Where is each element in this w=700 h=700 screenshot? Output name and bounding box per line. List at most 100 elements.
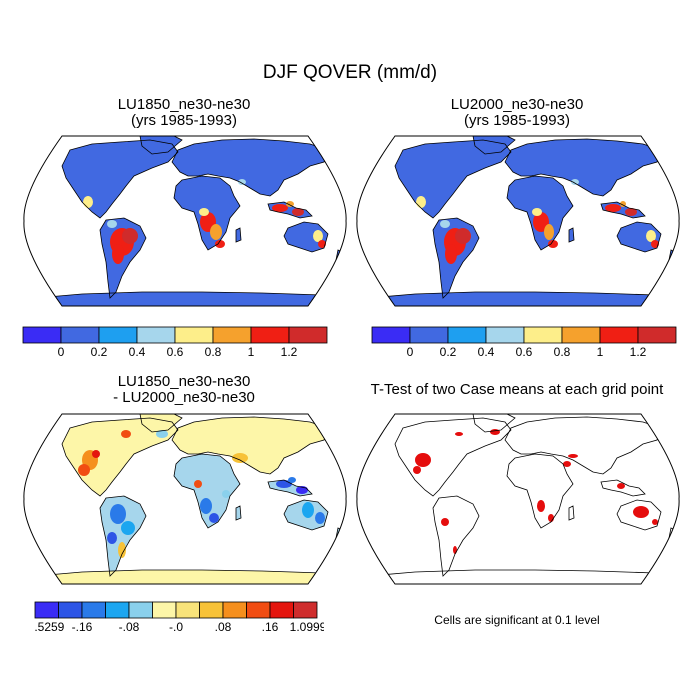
value-cell: [156, 430, 168, 438]
globe-outline: [356, 135, 680, 307]
colorbar-swatch: [599, 326, 639, 344]
figure-title: DJF QOVER (mm/d): [262, 62, 438, 83]
indonesia-coastline: [267, 479, 313, 497]
value-cells: [413, 429, 658, 554]
eurasia-coastline: [504, 138, 662, 197]
value-cell: [232, 453, 248, 463]
colorbar-swatch: [81, 601, 106, 619]
value-cell: [121, 521, 135, 535]
value-cell: [214, 436, 230, 444]
value-cell: [548, 240, 558, 248]
value-cell: [544, 224, 554, 240]
value-cell: [315, 512, 325, 524]
value-cell: [118, 542, 126, 558]
panel-title-lu2000: LU2000_ne30-ne30 (yrs 1985-1993): [357, 97, 677, 129]
globe-outline: [356, 413, 680, 585]
colorbar-tick-label: -.08: [119, 620, 140, 631]
land-layer: [368, 414, 676, 584]
significant-cell: [453, 546, 457, 554]
colorbar-tick-label: .08: [215, 620, 232, 631]
colorbar-tick-label: 0.8: [205, 345, 222, 356]
value-cell: [107, 532, 117, 544]
colorbar-swatch: [447, 326, 487, 344]
colorbar-tick-label: 0.6: [516, 345, 533, 356]
colorbar-swatch: [22, 326, 62, 344]
africa-coastline: [173, 453, 241, 529]
colorbar-tick-label: 1: [248, 345, 255, 356]
value-cell: [288, 477, 296, 483]
australia-landmass: [284, 222, 328, 252]
colorbar-swatch: [128, 601, 153, 619]
value-cells: [416, 179, 659, 264]
eurasia-landmass: [172, 139, 328, 196]
colorbar-swatch: [175, 601, 200, 619]
panel-title-line1: LU1850_ne30-ne30: [117, 96, 251, 113]
indonesia-coastline: [267, 201, 313, 219]
panel-title-line2: - LU2000_ne30-ne30: [113, 389, 255, 406]
madagascar-coastline: [568, 227, 575, 243]
indonesia-coastline: [600, 201, 646, 219]
colorbar-swatch: [371, 326, 411, 344]
africa-coastline: [506, 175, 574, 251]
eurasia-landmass: [505, 139, 661, 196]
value-cell: [121, 430, 131, 438]
panel-title-ttest: T-Test of two Case means at each grid po…: [357, 382, 677, 398]
colorbar-tick-label: 0.8: [554, 345, 571, 356]
value-cell: [200, 498, 212, 514]
colorbar-tick-label: 1: [597, 345, 604, 356]
colorbar-swatch: [250, 326, 290, 344]
value-cell: [286, 201, 294, 207]
colorbar-swatch: [246, 601, 271, 619]
colorbar-lu1850: 0 0.2 0.4 0.6 0.8 1 1.2: [22, 326, 328, 356]
north-america-coastline: [61, 417, 179, 497]
greenland-coastline: [139, 414, 183, 433]
value-cell: [122, 228, 138, 244]
colorbar-tick-label: 0.2: [440, 345, 457, 356]
value-cell: [445, 244, 457, 264]
colorbar-difference: -1.5259 -.16 -.08 -.0 .08 .16 1.0999: [34, 601, 324, 631]
colorbar-swatch: [34, 601, 59, 619]
significance-note: Cells are significant at 0.1 level: [434, 613, 600, 627]
value-cell: [112, 244, 124, 264]
colorbar-swatch: [561, 326, 601, 344]
antarctica-coastline: [368, 569, 674, 584]
colorbar-tick-label: 0: [407, 345, 414, 356]
significant-cell: [415, 453, 431, 467]
panel-title-lu1850: LU1850_ne30-ne30 (yrs 1985-1993): [24, 97, 344, 129]
value-cell: [238, 179, 246, 185]
colorbar-swatch: [136, 326, 176, 344]
south-america-coastline: [432, 495, 480, 577]
globe-outline: [23, 413, 347, 585]
colorbar-tick-label: 0.4: [129, 345, 146, 356]
significant-cell: [633, 506, 649, 518]
greenland-coastline: [139, 136, 183, 155]
panel-title-line1: LU1850_ne30-ne30: [117, 373, 251, 390]
australia-coastline: [283, 221, 329, 253]
madagascar-landmass: [569, 228, 574, 242]
colorbar-lu2000: 0 0.2 0.4 0.6 0.8 1 1.2: [371, 326, 677, 356]
colorbar-tick-label: 1.2: [630, 345, 647, 356]
eurasia-coastline: [504, 416, 662, 475]
value-cell: [292, 208, 304, 216]
eurasia-landmass: [172, 417, 328, 474]
panel-title-line2: (yrs 1985-1993): [131, 112, 237, 129]
colorbar-swatch: [152, 601, 177, 619]
colorbar-swatch: [637, 326, 677, 344]
south-america-landmass: [433, 496, 479, 576]
australia-coastline: [283, 499, 329, 531]
africa-landmass: [507, 454, 573, 528]
value-cell: [302, 502, 314, 518]
colorbar-tick-label: 1.0999: [290, 620, 324, 631]
value-cell: [210, 224, 222, 240]
value-cell: [313, 230, 323, 242]
madagascar-landmass: [569, 506, 574, 520]
antarctica-coastline: [368, 291, 674, 306]
value-cell: [92, 450, 100, 458]
value-cell: [532, 208, 542, 216]
colorbar-swatch: [288, 326, 328, 344]
value-cell: [625, 208, 637, 216]
colorbar-swatch: [174, 326, 214, 344]
madagascar-landmass: [236, 506, 241, 520]
value-cell: [605, 204, 621, 212]
map-lu1850: [23, 135, 347, 307]
